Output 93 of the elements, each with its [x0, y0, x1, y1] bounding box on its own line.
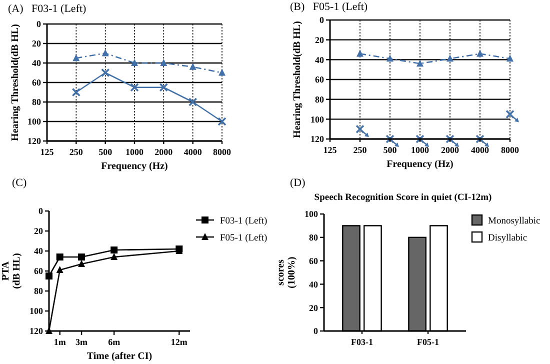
x-tick-label: 500 — [98, 147, 113, 157]
point — [159, 82, 168, 92]
legend-label: F05-1 (Left) — [220, 233, 268, 244]
legend-label: Disyllabic — [488, 233, 528, 244]
chart-title: (C) — [12, 177, 27, 189]
chart-subtitle: Speech Recognition Score in quiet (CI-12m) — [314, 193, 492, 203]
x-tick-label: 1000 — [411, 145, 430, 155]
point — [131, 59, 138, 66]
point — [72, 88, 81, 97]
point — [188, 98, 198, 106]
point — [56, 266, 64, 273]
y-axis-title: PTA (dB HL) — [0, 253, 23, 289]
x-tick-label: 125 — [40, 147, 54, 157]
y-tick-label: 80 — [309, 232, 318, 243]
point — [56, 254, 64, 260]
chart-title: (B) F05-1 (Left) — [290, 1, 368, 13]
y-tick-label: 120 — [310, 134, 324, 144]
point — [476, 50, 484, 57]
y-tick-label: 0 — [320, 15, 324, 26]
y-tick-label: 100 — [310, 114, 324, 124]
x-tick-label: 250 — [353, 145, 368, 155]
point — [189, 62, 196, 70]
legend-label: F03-1 (Left) — [220, 216, 268, 226]
point — [386, 134, 394, 144]
x-axis-title: Frequency (Hz) — [101, 161, 168, 172]
y-tick-label: 80 — [34, 286, 44, 296]
y-tick-label: 100 — [28, 116, 42, 127]
chart-title: (A) F03-1 (Left) — [8, 3, 87, 15]
point — [72, 54, 80, 62]
x-tick-label: 4000 — [184, 147, 202, 157]
x-tick-label: 4000 — [471, 145, 490, 155]
x-tick-label: 125 — [323, 145, 338, 155]
y-tick-label: 0 — [36, 19, 42, 30]
y-tick-label: 40 — [315, 54, 324, 65]
point — [110, 246, 118, 254]
y-tick-label: 20 — [309, 302, 318, 313]
point — [218, 68, 226, 76]
x-tick-label: 2000 — [154, 147, 174, 157]
x-tick-label: 8000 — [213, 147, 232, 157]
y-tick-label: 20 — [315, 34, 324, 45]
y-tick-label: 40 — [309, 279, 318, 290]
legend-label: Monosyllabic — [488, 216, 540, 226]
y-tick-label: 40 — [32, 58, 42, 68]
x-tick-label: 12m — [170, 337, 188, 347]
point — [476, 134, 484, 144]
y-tick-label: 100 — [304, 209, 318, 220]
y-tick-label: 120 — [30, 326, 44, 336]
x-tick-label: F03-1 — [350, 337, 374, 347]
y-tick-label: 60 — [315, 74, 324, 85]
y-tick-label: 80 — [315, 94, 324, 104]
y-tick-label: 20 — [34, 226, 44, 236]
x-tick-label: 1m — [54, 337, 66, 347]
y-tick-label: 80 — [32, 97, 42, 108]
point — [446, 134, 454, 144]
y-tick-label: 120 — [28, 136, 42, 146]
x-axis-title: Frequency (Hz) — [386, 159, 454, 170]
x-tick-label: F05-1 — [417, 337, 440, 347]
point — [416, 60, 424, 67]
point — [506, 110, 514, 119]
point — [218, 117, 226, 126]
y-tick-label: 60 — [34, 266, 44, 276]
x-tick-label: 250 — [69, 147, 84, 157]
point — [102, 49, 109, 56]
y-axis-title: Hearing Threshold(dB HL) — [10, 24, 22, 141]
y-axis-title: scores (100%) — [276, 256, 298, 288]
x-tick-label: 8000 — [501, 145, 520, 155]
y-axis-title: Hearing Threshold(dB HL) — [292, 21, 304, 138]
point — [446, 54, 454, 62]
y-tick-label: 100 — [30, 306, 44, 316]
x-tick-label: 500 — [383, 145, 398, 155]
y-tick-label: 60 — [309, 256, 318, 266]
chart-title: (D) — [290, 177, 306, 189]
x-tick-label: 1000 — [126, 147, 144, 157]
point — [100, 68, 110, 78]
y-tick-label: 0 — [314, 326, 318, 336]
point — [160, 59, 168, 66]
point — [386, 54, 394, 62]
x-axis-title: Time (after CI) — [86, 351, 152, 362]
point — [78, 254, 86, 260]
point — [356, 124, 364, 134]
point — [506, 54, 514, 62]
point — [416, 134, 424, 144]
point — [78, 260, 86, 267]
y-tick-label: 40 — [34, 246, 44, 256]
y-tick-label: 0 — [38, 206, 44, 216]
y-tick-label: 20 — [32, 38, 42, 49]
x-tick-label: 6m — [108, 337, 121, 347]
point — [356, 50, 364, 57]
y-tick-label: 60 — [32, 78, 42, 88]
point — [130, 82, 139, 92]
point — [110, 253, 118, 260]
x-tick-label: 3m — [76, 337, 88, 347]
x-tick-label: 2000 — [441, 145, 460, 155]
